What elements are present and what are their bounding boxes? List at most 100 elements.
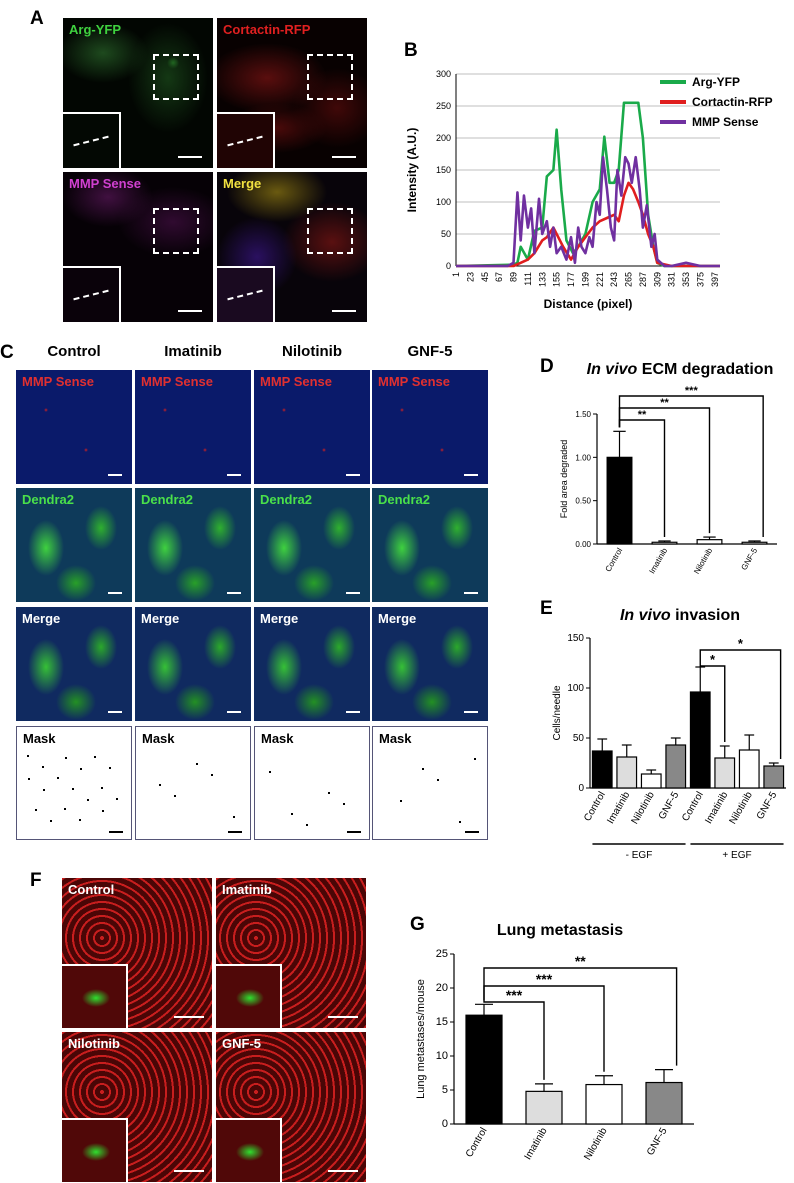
bar-nilotinib xyxy=(640,773,662,789)
micrograph-label: Mask xyxy=(379,731,412,746)
y-tick-label: 5 xyxy=(442,1084,448,1096)
x-tick-label: 23 xyxy=(465,272,475,282)
x-tick-label: GNF-5 xyxy=(657,790,682,822)
region-of-interest-box xyxy=(307,54,353,100)
x-tick-label: 309 xyxy=(652,272,662,287)
y-tick-label: 15 xyxy=(436,1016,448,1028)
significance-label: *** xyxy=(536,971,553,987)
scale-bar xyxy=(328,1016,358,1018)
x-tick-label: GNF-5 xyxy=(755,790,780,822)
series-line-mmp sense xyxy=(456,155,720,268)
x-tick-label: 155 xyxy=(552,272,562,287)
scale-bar xyxy=(346,592,360,594)
x-tick-label: 67 xyxy=(494,272,504,282)
mask-speck xyxy=(27,755,29,757)
scale-bar xyxy=(108,592,122,594)
micrograph-label: GNF-5 xyxy=(222,1036,261,1051)
significance-label: *** xyxy=(685,385,699,397)
y-tick-label: 1.50 xyxy=(575,410,591,419)
bar-gnf-5 xyxy=(665,744,687,789)
region-of-interest-box xyxy=(153,54,199,100)
y-tick-label: 50 xyxy=(573,733,585,744)
micrograph-label: Cortactin-RFP xyxy=(223,22,311,37)
mask-speck xyxy=(159,784,161,786)
micrograph-label: Dendra2 xyxy=(378,492,431,507)
mask-speck xyxy=(211,774,213,776)
scale-bar xyxy=(464,592,478,594)
zoom-inset xyxy=(62,1118,128,1182)
bar-nilotinib xyxy=(585,1083,623,1125)
x-tick-label: GNF-5 xyxy=(645,1126,670,1158)
x-tick-label: 265 xyxy=(624,272,634,287)
micrograph-mask-imatinib: Mask xyxy=(135,726,251,840)
legend-label: Arg-YFP xyxy=(692,75,740,89)
zoom-inset xyxy=(63,266,121,322)
x-tick-label: 221 xyxy=(595,272,605,287)
y-tick-label: 50 xyxy=(441,229,451,239)
micrograph-merge: Merge xyxy=(217,172,367,322)
significance-label: ** xyxy=(638,409,647,421)
y-axis-label: Cells/needle xyxy=(552,685,563,740)
micrograph-merge-gnf-5: Merge xyxy=(372,607,488,721)
bar-chart-d: 0.00 0.50 1.00 1.50 Control Imatinib Nilotinib… xyxy=(559,385,777,576)
mask-speck xyxy=(400,800,402,802)
mask-speck xyxy=(328,792,330,794)
y-tick-label: 0.50 xyxy=(575,497,591,506)
micrograph-merge-control: Merge xyxy=(16,607,132,721)
x-tick-label: Nilotinib xyxy=(630,790,658,827)
micrograph-label: MMP Sense xyxy=(141,374,214,389)
scale-bar xyxy=(346,474,360,476)
mask-speck xyxy=(42,766,44,768)
scale-bar xyxy=(328,1170,358,1172)
x-tick-label: 133 xyxy=(537,272,547,287)
micrograph-label: MMP Sense xyxy=(69,176,142,191)
mask-speck xyxy=(109,767,111,769)
scale-bar xyxy=(227,711,241,713)
significance-bracket xyxy=(483,1000,545,1080)
mask-speck xyxy=(437,779,439,781)
micrograph-dendra2-nilotinib: Dendra2 xyxy=(254,488,370,602)
micrograph-mmp-sense-imatinib: MMP Sense xyxy=(135,370,251,484)
x-tick-label: Control xyxy=(464,1126,490,1159)
x-tick-label: Nilotinib xyxy=(728,790,756,827)
chart-title-d: In vivo ECM degradation xyxy=(586,361,774,378)
scale-bar xyxy=(108,474,122,476)
mask-speck xyxy=(291,813,293,815)
micrograph-label: Merge xyxy=(22,611,61,626)
significance-bracket xyxy=(699,663,726,742)
x-tick-label: 331 xyxy=(667,272,677,287)
group-label: + EGF xyxy=(722,850,751,861)
mask-speck xyxy=(72,788,74,790)
y-tick-label: 0 xyxy=(442,1118,448,1130)
scale-bar xyxy=(464,474,478,476)
panel-label-g: G xyxy=(410,914,425,935)
scale-bar xyxy=(228,831,242,833)
zoom-inset xyxy=(63,112,121,168)
x-tick-label: 375 xyxy=(695,272,705,287)
micrograph-label: Arg-YFP xyxy=(69,22,121,37)
y-axis-label: Fold area degraded xyxy=(559,440,569,519)
significance-label: *** xyxy=(506,987,523,1003)
region-of-interest-box xyxy=(307,208,353,254)
micrograph-label: MMP Sense xyxy=(260,374,333,389)
panel-label-f: F xyxy=(30,870,42,891)
mask-speck xyxy=(79,819,81,821)
micrograph-lung-gnf-5: GNF-5 xyxy=(216,1032,366,1182)
mask-speck xyxy=(80,768,82,770)
significance-bracket xyxy=(699,649,782,759)
bar-nilotinib xyxy=(738,749,760,789)
x-tick-label: GNF-5 xyxy=(739,546,759,572)
micrograph-label: MMP Sense xyxy=(22,374,95,389)
x-axis-label: Distance (pixel) xyxy=(544,297,633,311)
scale-bar xyxy=(108,711,122,713)
group-label: - EGF xyxy=(626,850,653,861)
mask-speck xyxy=(196,763,198,765)
mask-speck xyxy=(35,809,37,811)
micrograph-lung-control: Control xyxy=(62,878,212,1028)
legend-label: MMP Sense xyxy=(692,115,759,129)
zoom-inset xyxy=(217,266,275,322)
micrograph-label: Dendra2 xyxy=(141,492,194,507)
micrograph-mmp-sense-control: MMP Sense xyxy=(16,370,132,484)
x-tick-label: 287 xyxy=(638,272,648,287)
